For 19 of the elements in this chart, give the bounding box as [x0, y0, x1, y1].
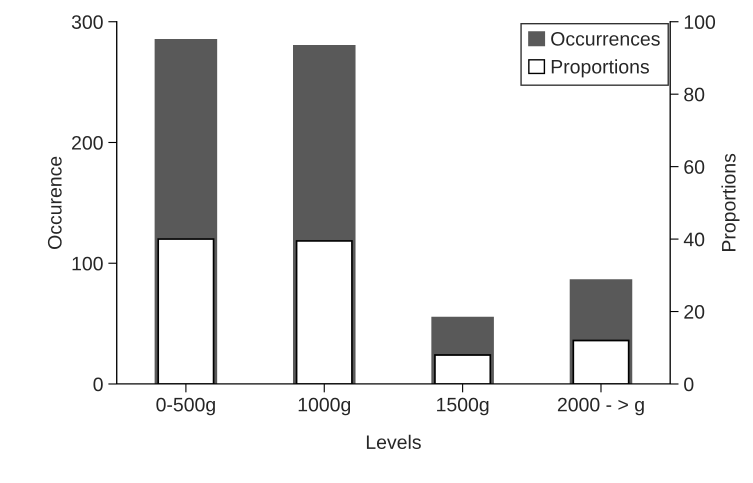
y2-tick-label: 0 — [684, 377, 694, 392]
legend-label: Proportions — [552, 59, 649, 78]
y2-tick-label: 60 — [684, 160, 704, 174]
x-tick-label: 2000 - > g — [558, 398, 644, 416]
x-tick-label: 1000g — [298, 398, 350, 416]
y2-tick-label: 20 — [684, 305, 704, 319]
x-tick-label: 1500g — [437, 398, 488, 416]
y2-tick-label: 100 — [684, 15, 716, 29]
y-tick-label: 300 — [72, 15, 103, 29]
y2-tick-label: 80 — [684, 88, 704, 102]
y-tick-label: 0 — [93, 377, 103, 392]
y-tick-label: 200 — [72, 136, 103, 150]
x-tick-label: 0-500g — [156, 398, 215, 416]
legend-label: Occurrences — [551, 32, 660, 46]
y-tick-label: 100 — [72, 256, 103, 270]
y-axis-title: Occurence — [48, 156, 62, 249]
x-axis-title: Levels — [366, 434, 421, 450]
y2-tick-label: 40 — [684, 232, 704, 246]
y2-axis-title: Proportions — [721, 154, 740, 251]
